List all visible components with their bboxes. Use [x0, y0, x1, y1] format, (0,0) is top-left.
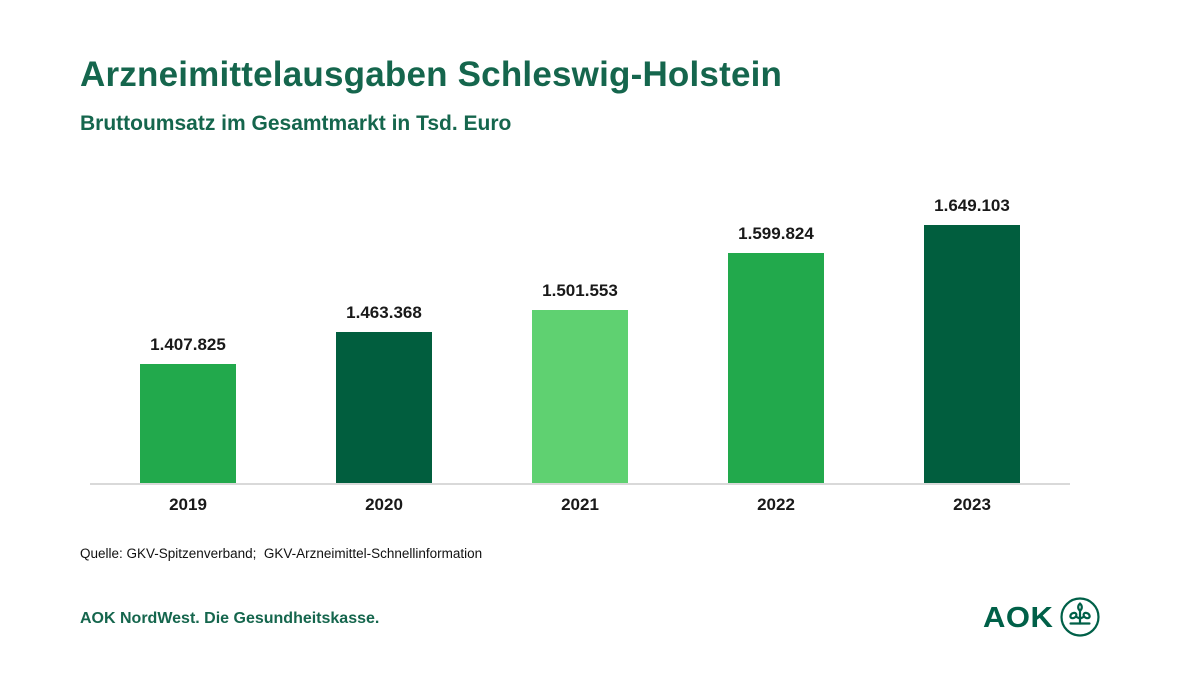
bar	[140, 364, 236, 484]
bar-year-label: 2021	[561, 495, 599, 514]
bar	[924, 225, 1020, 484]
bar-group: 1.501.553 2021	[482, 184, 678, 514]
bar-year-label: 2020	[365, 495, 403, 514]
bar-year-label: 2022	[757, 495, 795, 514]
bar-value-label: 1.463.368	[346, 303, 422, 322]
bar-year-label: 2023	[953, 495, 991, 514]
aok-logo-text: AOK	[983, 600, 1054, 634]
source-note: Quelle: GKV-Spitzenverband; GKV-Arzneimi…	[80, 546, 483, 561]
x-axis-line	[90, 483, 1070, 485]
bar-group: 1.463.368 2020	[286, 184, 482, 514]
bar	[728, 253, 824, 484]
page-subtitle: Bruttoumsatz im Gesamtmarkt in Tsd. Euro	[80, 112, 512, 135]
bar-group: 1.407.825 2019	[90, 184, 286, 514]
bar-value-label: 1.599.824	[738, 224, 814, 243]
bar-chart: 1.407.825 2019 1.463.368 2020 1.501.553 2021 1…	[90, 184, 1070, 514]
bar-group: 1.649.103 2023	[874, 184, 1070, 514]
page-title: Arzneimittelausgaben Schleswig-Holstein	[80, 55, 783, 94]
bar-group: 1.599.824 2022	[678, 184, 874, 514]
bar-value-label: 1.407.825	[150, 335, 226, 354]
footer-claim: AOK NordWest. Die Gesundheitskasse.	[80, 610, 380, 627]
bar-year-label: 2019	[169, 495, 207, 514]
bar-value-label: 1.501.553	[542, 281, 618, 300]
bar	[336, 332, 432, 484]
aok-logo: AOK	[983, 596, 1101, 638]
bar-value-label: 1.649.103	[934, 196, 1010, 215]
bar	[532, 310, 628, 484]
aok-tree-of-life-icon	[1059, 596, 1101, 638]
